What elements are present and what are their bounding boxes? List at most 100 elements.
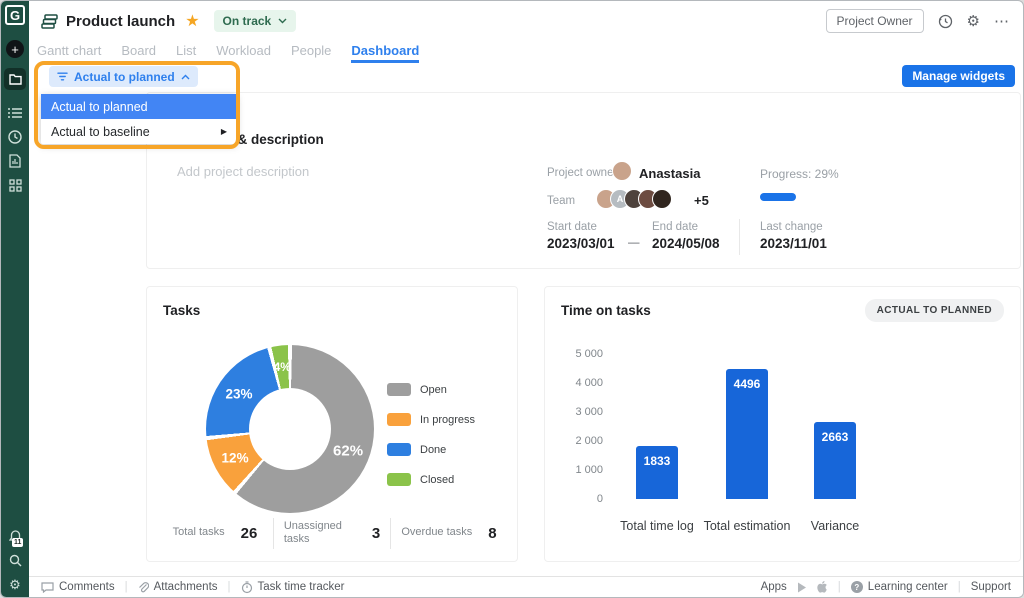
- chevron-down-icon: [278, 18, 287, 24]
- divider: |: [227, 581, 231, 593]
- team-label: Team: [547, 195, 576, 207]
- tab-list[interactable]: List: [176, 43, 197, 58]
- favorite-star-icon[interactable]: ★: [185, 13, 200, 30]
- stat-label: Overdue tasks: [401, 526, 473, 539]
- sidebar-item-list[interactable]: [7, 105, 23, 121]
- owner-avatar: [612, 161, 632, 181]
- timer-icon: [241, 580, 253, 594]
- tasks-donut-chart[interactable]: 62% 12% 23% 4%: [206, 345, 374, 513]
- search-button[interactable]: [7, 552, 23, 568]
- legend-item-done: Done: [387, 443, 475, 456]
- donut-slice-label-open: 62%: [333, 442, 364, 460]
- legend-swatch-in-progress: [387, 413, 411, 426]
- project-description-input[interactable]: Add project description: [177, 164, 310, 179]
- stat-value: 8: [488, 524, 497, 542]
- grid-icon: [8, 178, 22, 192]
- support-link[interactable]: Support: [970, 581, 1011, 593]
- search-icon: [9, 554, 22, 567]
- date-separator: —: [628, 237, 640, 249]
- y-tick-label: 3 000: [575, 406, 603, 418]
- bar-value-label: 2663: [821, 430, 849, 444]
- bar-category-label: Total estimation: [703, 519, 791, 533]
- stat-label: Total tasks: [172, 526, 225, 539]
- learning-center-label: Learning center: [867, 581, 948, 593]
- legend-item-open: Open: [387, 383, 475, 396]
- y-tick-label: 0: [596, 493, 603, 505]
- app-logo[interactable]: G: [5, 5, 25, 25]
- sidebar-item-history[interactable]: [7, 129, 23, 145]
- donut-slice-label-closed: 4%: [273, 360, 291, 375]
- bar-value-label: 1833: [643, 454, 671, 468]
- bar-variance[interactable]: 2663: [814, 422, 856, 499]
- list-icon: [8, 107, 22, 119]
- apple-icon[interactable]: [817, 581, 828, 593]
- task-time-tracker-label: Task time tracker: [257, 581, 345, 593]
- menu-item-actual-to-planned[interactable]: Actual to planned: [41, 94, 237, 119]
- y-tick-label: 1 000: [575, 464, 603, 476]
- status-label: On track: [222, 14, 272, 28]
- tasks-widget: Tasks 62% 12% 23% 4% Open In progress Done Clo…: [146, 286, 518, 562]
- bar-total-time-log[interactable]: 1833: [636, 446, 678, 499]
- task-time-tracker-button[interactable]: Task time tracker: [241, 580, 345, 594]
- legend-label: Closed: [420, 473, 455, 486]
- clock-icon: [8, 130, 22, 144]
- tab-workload[interactable]: Workload: [216, 43, 271, 58]
- settings-button-sidebar[interactable]: ⚙: [7, 577, 23, 593]
- donut-slice-label-in-progress: 12%: [221, 450, 249, 466]
- sidebar-item-reports[interactable]: [7, 153, 23, 169]
- header: Product launch ★ On track Project Owner …: [29, 1, 1023, 41]
- end-date-label: End date: [652, 221, 699, 233]
- history-icon[interactable]: [938, 14, 953, 29]
- more-options-icon[interactable]: ⋯: [994, 12, 1009, 30]
- team-avatars[interactable]: A: [596, 189, 672, 209]
- manage-widgets-button[interactable]: Manage widgets: [902, 65, 1015, 87]
- footer-right: Apps | ? Learning center | Support: [761, 581, 1011, 593]
- tab-dashboard[interactable]: Dashboard: [351, 43, 420, 63]
- project-status-dropdown[interactable]: On track: [213, 10, 297, 32]
- divider: |: [957, 581, 961, 593]
- time-widget-title: Time on tasks: [561, 303, 651, 318]
- add-button[interactable]: +: [6, 40, 24, 58]
- paperclip-icon: [138, 581, 149, 593]
- start-date-label: Start date: [547, 221, 597, 233]
- tab-gantt-chart[interactable]: Gantt chart: [37, 43, 102, 58]
- tab-people[interactable]: People: [290, 43, 332, 58]
- attachments-button[interactable]: Attachments: [138, 581, 218, 593]
- sidebar-item-widgets[interactable]: [7, 177, 23, 193]
- chevron-up-icon: [181, 74, 190, 79]
- project-owner-button[interactable]: Project Owner: [825, 9, 924, 33]
- team-extra-count[interactable]: +5: [694, 193, 709, 208]
- tasks-stats-row: Total tasks 26 Unassigned tasks 3 Overdue ta…: [157, 517, 507, 550]
- google-play-icon[interactable]: [797, 582, 807, 593]
- project-stack-icon: [41, 13, 58, 29]
- progress-bar: [760, 193, 796, 201]
- gear-icon: ⚙: [9, 577, 21, 592]
- settings-icon[interactable]: ⚙: [966, 12, 980, 30]
- menu-item-actual-to-baseline[interactable]: Actual to baseline ▶: [41, 119, 237, 144]
- dashboard-filter-dropdown[interactable]: Actual to planned: [49, 66, 198, 87]
- bar-total-estimation[interactable]: 4496: [726, 369, 768, 499]
- attachments-label: Attachments: [153, 581, 218, 593]
- page-title: Product launch: [66, 12, 176, 30]
- divider: [739, 219, 740, 255]
- bar-value-label: 4496: [733, 377, 761, 391]
- tab-board[interactable]: Board: [121, 43, 157, 58]
- stat-label: Unassigned tasks: [283, 519, 342, 546]
- time-bar-chart[interactable]: 1833 4496 2663: [615, 354, 945, 499]
- apps-label: Apps: [760, 581, 787, 593]
- submenu-arrow-icon: ▶: [220, 127, 227, 136]
- comments-button[interactable]: Comments: [41, 581, 115, 593]
- team-avatar: [652, 189, 672, 209]
- legend-label: Done: [420, 443, 447, 456]
- stat-overdue-tasks: Overdue tasks 8: [390, 517, 507, 549]
- learning-center-link[interactable]: ? Learning center: [850, 581, 948, 593]
- comment-icon: [41, 581, 54, 593]
- stat-unassigned-tasks: Unassigned tasks 3: [273, 517, 390, 549]
- stat-total-tasks: Total tasks 26: [157, 518, 273, 550]
- question-icon: ?: [850, 581, 863, 593]
- sidebar-item-projects[interactable]: [4, 68, 26, 90]
- owner-label: Project owner: [547, 167, 618, 179]
- filter-pill-label: Actual to planned: [74, 69, 175, 84]
- legend-swatch-open: [387, 383, 411, 396]
